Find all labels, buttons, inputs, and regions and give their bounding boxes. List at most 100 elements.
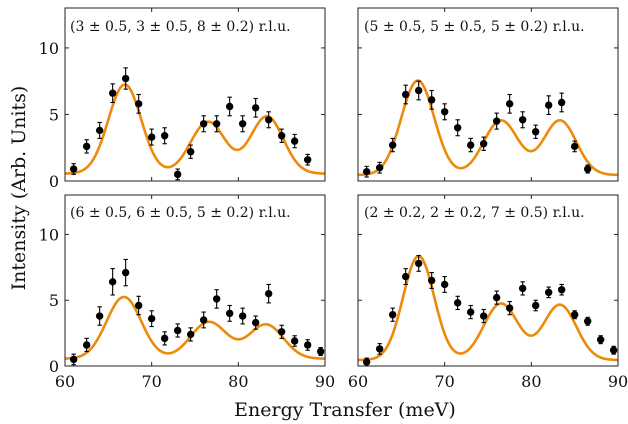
data-point (388, 141, 397, 149)
plot-frame (64, 194, 326, 367)
data-point (121, 268, 130, 277)
data-point (388, 311, 397, 319)
data-point (238, 120, 247, 128)
data-point (518, 116, 527, 124)
data-point (238, 312, 247, 320)
plot-frame (357, 194, 619, 367)
x-axis-label: Energy Transfer (meV) (234, 399, 456, 421)
data-point (303, 156, 312, 164)
data-point (199, 120, 208, 128)
data-point (492, 117, 501, 125)
data-point (277, 328, 286, 336)
data-point (570, 311, 579, 319)
panel-label: (2 ± 0.2, 2 ± 0.2, 7 ± 0.5) r.l.u. (364, 205, 585, 221)
data-point (505, 100, 514, 108)
data-point (173, 326, 182, 335)
data-point (95, 126, 104, 135)
fit-curve (64, 295, 326, 360)
data-point (453, 124, 462, 132)
data-point (212, 120, 221, 128)
fit-curve (357, 79, 619, 177)
x-tick-label: 70 (434, 372, 454, 391)
data-point (453, 299, 462, 307)
data-point (466, 141, 475, 149)
y-tick-label: 5 (49, 105, 59, 124)
x-tick-label: 80 (521, 372, 541, 391)
data-point (134, 301, 143, 310)
y-axis-label: Intensity (Arb. Units) (8, 86, 30, 291)
data-point (264, 289, 273, 298)
fit-curve (64, 83, 326, 175)
data-point (362, 358, 371, 366)
data-point (479, 140, 488, 148)
data-point (583, 317, 592, 325)
data-point (134, 100, 143, 108)
panel-top-right: (5 ± 0.5, 5 ± 0.5, 5 ± 0.2) r.l.u. (357, 7, 619, 182)
data-point (147, 133, 156, 141)
panel-label: (6 ± 0.5, 6 ± 0.5, 5 ± 0.2) r.l.u. (70, 205, 291, 221)
data-point (427, 276, 436, 285)
data-point (82, 142, 91, 151)
data-point (531, 301, 540, 310)
data-point (264, 116, 273, 124)
data-point (362, 167, 371, 176)
data-point (160, 132, 169, 140)
data-point (557, 286, 566, 294)
data-point (160, 334, 169, 343)
data-point (440, 280, 449, 289)
data-point (290, 337, 299, 345)
y-tick-label: 10 (39, 39, 59, 58)
data-point (518, 284, 527, 293)
data-point (492, 293, 501, 302)
data-point (82, 341, 91, 349)
y-tick-label: 5 (49, 291, 59, 310)
data-point (225, 309, 234, 318)
data-point (186, 330, 195, 339)
x-tick-label: 60 (348, 372, 368, 391)
plot-frame (357, 7, 619, 182)
x-tick-label: 70 (141, 372, 161, 391)
data-point (544, 101, 553, 109)
data-point (531, 128, 540, 136)
panel-bottom-right: 60 70 80 90 (2 ± 0.2, 2 ± 0.2, 7 ± 0.5) r.l… (348, 194, 628, 391)
data-point (544, 288, 553, 297)
data-point (121, 74, 130, 83)
data-point (173, 170, 182, 179)
data-point (596, 335, 605, 344)
data-point (479, 312, 488, 320)
data-point (401, 90, 410, 99)
data-point (375, 163, 384, 172)
x-tick-label: 90 (315, 372, 335, 391)
y-tick-label: 0 (49, 172, 59, 191)
data-point (186, 148, 195, 156)
y-tick-label: 10 (39, 225, 59, 244)
x-tick-label: 90 (608, 372, 628, 391)
data-point (414, 259, 423, 268)
data-point (466, 308, 475, 316)
data-point (199, 316, 208, 324)
data-point (251, 318, 260, 327)
data-point (375, 345, 384, 353)
data-point (108, 278, 117, 286)
data-point (147, 314, 156, 323)
data-point (225, 102, 234, 111)
data-point (316, 347, 325, 356)
data-point (609, 346, 618, 354)
panel-top-left: 0 5 10 (3 ± 0.5, 3 ± 0.5, 8 ± 0.2) r.l.u. (39, 7, 326, 191)
data-point (303, 341, 312, 349)
data-point (69, 165, 78, 173)
data-point (290, 137, 299, 145)
fit-curve (357, 254, 619, 362)
x-tick-label: 60 (55, 372, 75, 391)
data-point (414, 86, 423, 95)
x-tick-label: 80 (228, 372, 248, 391)
data-point (583, 165, 592, 173)
panel-bottom-left: 60 70 80 90 0 5 10 (6 ± 0.5, 6 ± 0.5, 5 ± 0.2)… (39, 194, 335, 391)
data-point (557, 98, 566, 107)
data-point (212, 295, 221, 303)
data-point (440, 108, 449, 116)
data-point (108, 89, 117, 97)
data-point (505, 304, 514, 312)
plot-frame (64, 7, 326, 182)
